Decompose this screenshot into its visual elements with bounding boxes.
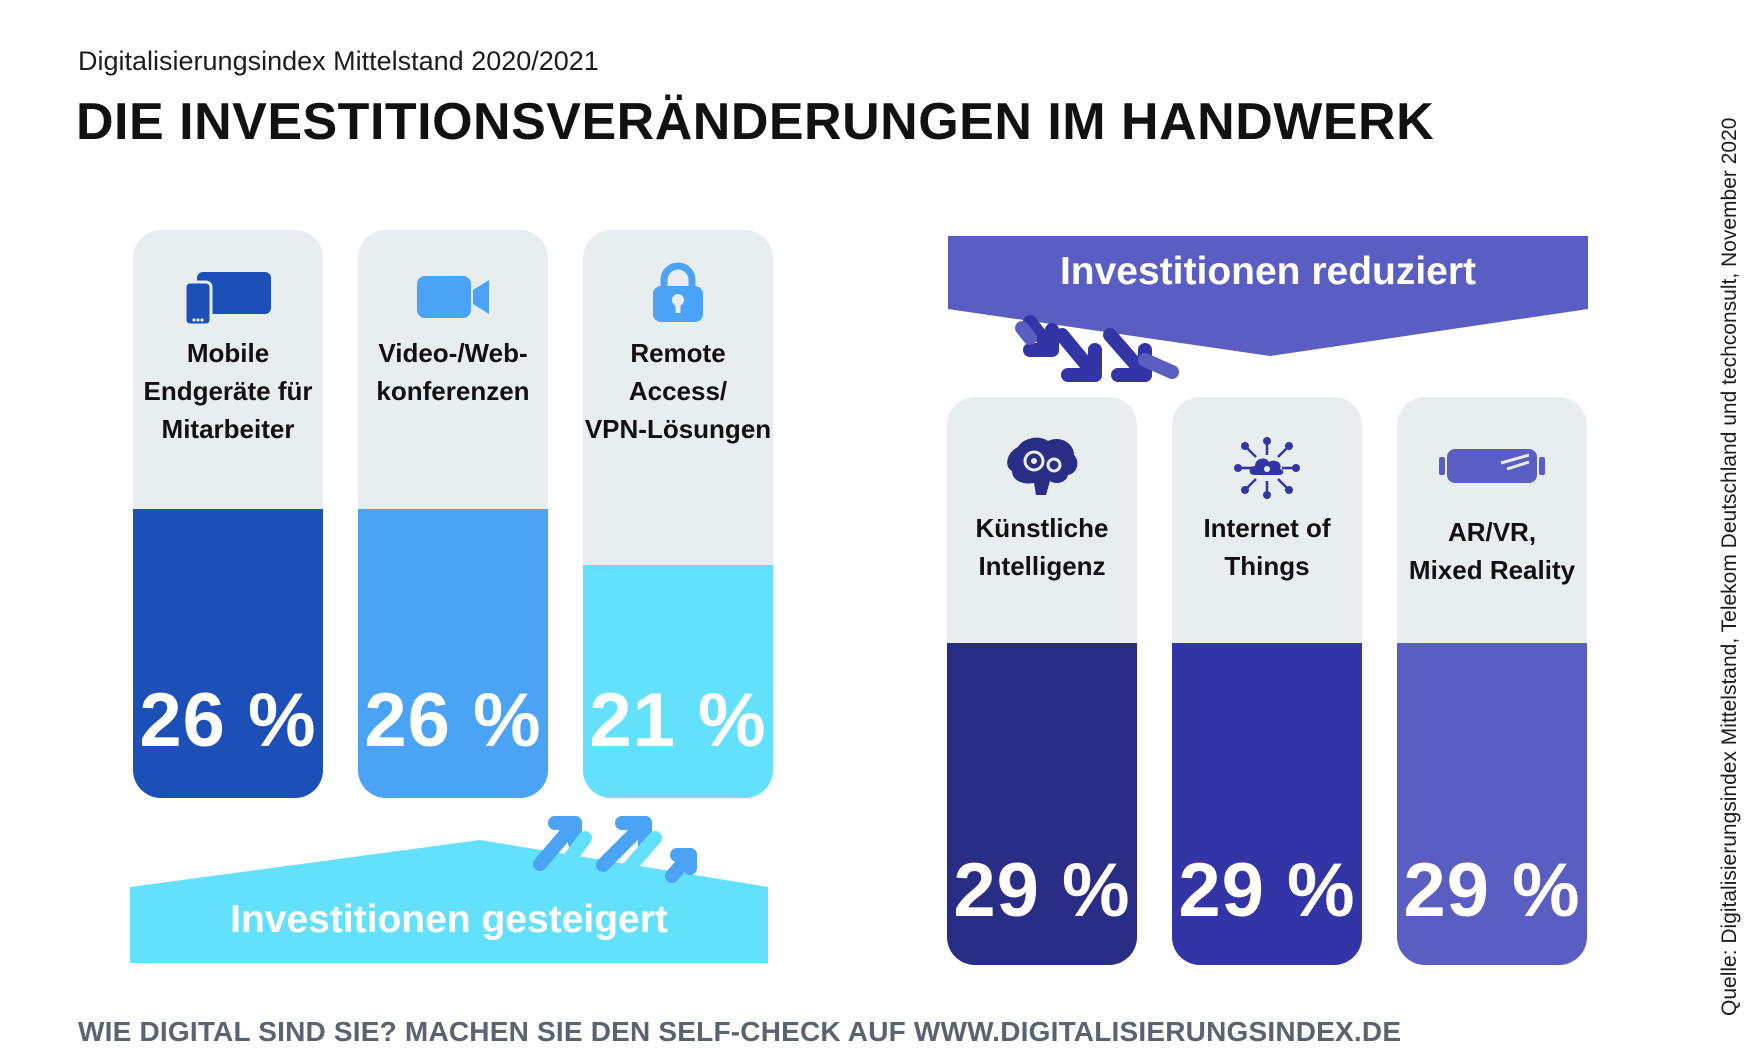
padlock-icon [653,262,703,322]
bar-label: AR/VR, Mixed Reality [1408,517,1576,585]
up-arrows-icon [533,816,697,885]
increase-banner [130,840,768,963]
bar-card: AR/VR, Mixed Reality 29 % [1397,397,1587,965]
data-label: 21 % [589,678,767,763]
bar [1397,643,1587,965]
brain-gears-icon [1007,437,1078,495]
bar [133,509,323,798]
bar-label: Internet of Things [1203,513,1331,581]
bar-card: Video-/Web- konferenzen 26 % [358,230,548,798]
bar-label: Künstliche Intelligenz [975,513,1109,581]
increase-banner-label: Investitionen gesteigert [230,898,668,941]
down-arrows-icon [1015,315,1179,382]
data-label: 26 % [364,678,542,763]
bar [1172,643,1362,965]
vr-headset-icon [1439,449,1545,483]
data-label: 29 % [1178,848,1356,933]
decrease-banner [948,236,1588,356]
bar-card: Mobile Endgeräte für Mitarbeiter 26 % [133,230,323,798]
data-label: 29 % [1403,848,1581,933]
subtitle: Digitalisierungsindex Mittelstand 2020/2… [78,46,599,76]
bar [583,565,773,798]
bar-label: Video-/Web- konferenzen [376,338,530,406]
bar-card: Remote Access/ VPN-Lösungen 21 % [583,230,773,798]
bar-card: Internet of Things 29 % [1172,397,1362,965]
mobile-devices-icon [183,272,271,326]
page-title: DIE INVESTITIONSVERÄNDERUNGEN IM HANDWER… [76,93,1435,151]
bar [358,509,548,798]
bar-label: Remote Access/ VPN-Lösungen [584,338,772,444]
footer-cta: WIE DIGITAL SIND SIE? MACHEN SIE DEN SEL… [78,1016,1402,1047]
iot-cloud-icon [1234,437,1300,499]
bar-label: Mobile Endgeräte für Mitarbeiter [143,338,313,444]
data-label: 29 % [953,848,1131,933]
data-label: 26 % [139,678,317,763]
bar-card: Künstliche Intelligenz 29 % [947,397,1137,965]
bar [947,643,1137,965]
decrease-banner-label: Investitionen reduziert [1059,250,1477,293]
video-camera-icon [417,276,489,318]
